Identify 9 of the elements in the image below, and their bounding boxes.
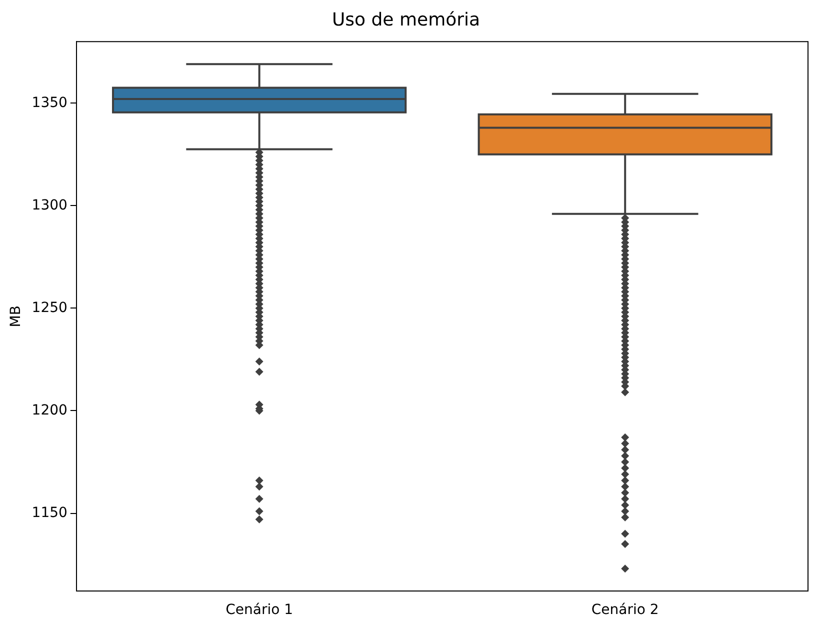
y-tick-label: 1200 bbox=[32, 402, 68, 418]
y-axis-title: MB bbox=[8, 306, 24, 328]
x-tick-label: Cenário 1 bbox=[226, 602, 294, 618]
chart-title: Uso de memória bbox=[332, 9, 480, 30]
y-tick-label: 1300 bbox=[32, 197, 68, 214]
y-tick-label: 1350 bbox=[32, 94, 68, 111]
y-tick-label: 1250 bbox=[32, 300, 68, 316]
y-tick-label: 1150 bbox=[32, 504, 68, 521]
x-tick-label: Cenário 2 bbox=[591, 602, 659, 618]
